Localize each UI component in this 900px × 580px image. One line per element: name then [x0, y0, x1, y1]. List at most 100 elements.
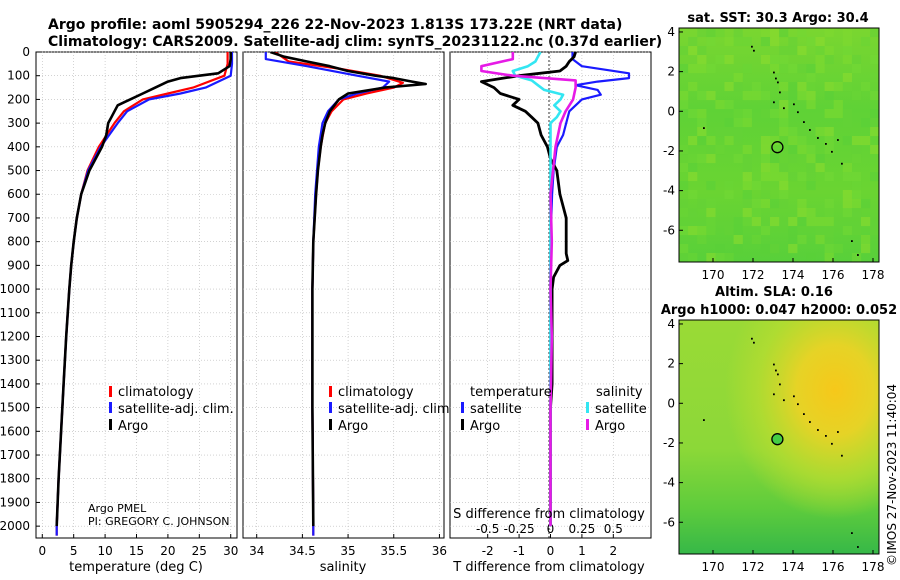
sst-cell: [706, 253, 716, 263]
sst-cell: [706, 28, 716, 38]
sst-cell: [706, 64, 716, 74]
sst-cell: [697, 28, 707, 38]
sst-cell: [751, 217, 761, 227]
sst-cell: [679, 145, 689, 155]
x-tick-label: 172: [742, 268, 765, 282]
island-dot: [703, 419, 705, 421]
sst-cell: [688, 253, 698, 263]
sst-cell: [724, 37, 734, 47]
sst-cell: [797, 64, 807, 74]
difference-panel: -2 -1 0 1 2 -0.5 -0.25 0 0.25 0.5 T difference f…: [449, 51, 652, 575]
x-tick-label: 35.5: [380, 544, 407, 558]
sst-cell: [851, 226, 862, 236]
island-dot: [779, 91, 781, 94]
sst-cell: [797, 127, 807, 137]
sst-cell: [797, 91, 807, 101]
legend-satellite-adj-label: satellite-adj. clim.: [338, 402, 454, 417]
sst-cell: [788, 172, 798, 182]
s-difference-xlabel: S difference from climatology: [453, 507, 645, 522]
x-tick-label: 174: [782, 268, 805, 282]
sst-cell: [751, 235, 761, 245]
sst-cell: [751, 91, 761, 101]
sst-cell: [806, 82, 816, 92]
island-dot: [851, 532, 853, 534]
sst-cell: [770, 163, 780, 173]
sst-cell: [688, 82, 698, 92]
sst-cell: [870, 226, 880, 236]
sst-cell: [851, 145, 862, 155]
sst-cell: [697, 64, 707, 74]
x-tick-label: 5: [70, 544, 78, 558]
island-dot: [703, 127, 705, 129]
figure-title-line1: Argo profile: aoml 5905294_226 22-Nov-20…: [48, 17, 622, 33]
sst-cell: [706, 181, 716, 191]
sst-cell: [697, 127, 707, 137]
sst-cell: [779, 118, 789, 128]
island-dot: [751, 45, 753, 48]
x-tick-label: 2: [609, 544, 617, 558]
sst-cell: [760, 226, 771, 236]
y-tick-label: 2: [667, 357, 675, 371]
sst-cell: [724, 118, 734, 128]
sst-cell: [760, 55, 771, 65]
sst-cell: [742, 109, 752, 119]
s-tick-label: -0.25: [504, 522, 535, 536]
sst-cell: [797, 208, 807, 218]
sst-cell: [842, 28, 852, 38]
sst-cell: [815, 163, 825, 173]
sst-cell: [706, 154, 716, 164]
sst-cell: [679, 163, 689, 173]
island-dot: [775, 77, 777, 80]
legend-s-argo-label: Argo: [595, 419, 625, 434]
sst-cell: [851, 91, 862, 101]
y-tick-label: 2000: [0, 519, 30, 533]
island-dot: [817, 137, 819, 139]
sst-cell: [824, 235, 834, 245]
sst-cell: [806, 73, 816, 83]
sst-cell: [742, 190, 752, 200]
sst-cell: [788, 244, 798, 254]
y-tick-label: 1600: [0, 424, 30, 438]
sst-cell: [779, 28, 789, 38]
sst-cell: [679, 100, 689, 110]
sst-cell: [760, 154, 771, 164]
sst-cell: [770, 28, 780, 38]
sst-cell: [706, 199, 716, 209]
sst-cell: [742, 217, 752, 227]
sla-map-frame: [678, 319, 880, 555]
y-tick-label: 1100: [0, 306, 30, 320]
island-dot: [857, 546, 859, 548]
sst-cell: [751, 181, 761, 191]
sst-cell: [679, 91, 689, 101]
sst-cell: [724, 226, 734, 236]
sst-cell: [833, 100, 843, 110]
sst-cell: [797, 46, 807, 56]
sst-cell: [788, 226, 798, 236]
sst-cell: [697, 91, 707, 101]
sst-cell: [697, 226, 707, 236]
sst-cell: [833, 109, 843, 119]
sst-cell: [842, 109, 852, 119]
sst-cell: [733, 118, 743, 128]
sst-cell: [715, 253, 725, 263]
sst-cell: [797, 235, 807, 245]
sst-cell: [788, 154, 798, 164]
sst-cell: [842, 46, 852, 56]
sst-cell: [688, 46, 698, 56]
sst-cell: [760, 190, 771, 200]
sst-cell: [779, 64, 789, 74]
sst-cell: [679, 244, 689, 254]
sst-cell: [679, 181, 689, 191]
legend-temperature-title: temperature: [470, 385, 552, 400]
sst-cell: [870, 73, 880, 83]
sst-cell: [779, 190, 789, 200]
y-tick-label: 4: [667, 25, 675, 39]
sst-cell: [861, 199, 871, 209]
x-tick-label: 172: [742, 560, 765, 574]
sst-cell: [806, 181, 816, 191]
sst-cell: [851, 208, 862, 218]
sst-cell: [851, 199, 862, 209]
sst-cell: [697, 46, 707, 56]
sst-cell: [788, 127, 798, 137]
y-tick-label: -2: [663, 436, 675, 450]
